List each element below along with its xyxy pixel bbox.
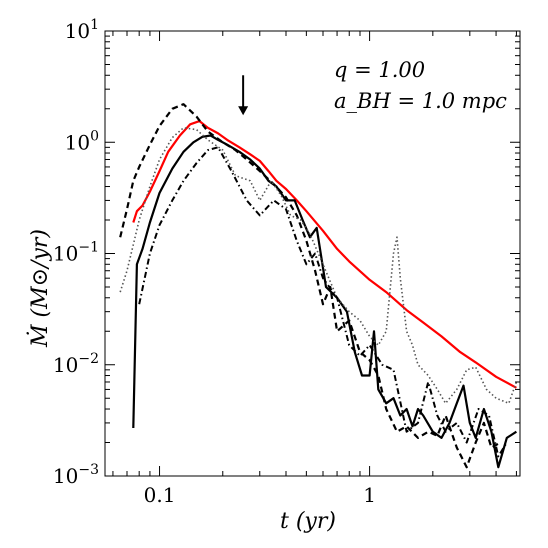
- series-line-solid-0: [132, 120, 517, 389]
- x-tick-label: 0.1: [144, 483, 176, 507]
- series-layer: [119, 103, 518, 469]
- y-tick-label: 101: [65, 17, 99, 43]
- y-tick-label: 100: [65, 128, 99, 154]
- down-arrow-icon: [238, 75, 249, 116]
- y-axis-label: Ṁ (M⊙/yr): [26, 229, 53, 348]
- y-tick-label: 10−1: [53, 240, 99, 266]
- x-tick-label: 1: [363, 483, 376, 507]
- series-line-dashdot-4: [138, 146, 508, 458]
- arrow-head: [238, 106, 249, 116]
- x-axis-label: t (yr): [280, 509, 336, 534]
- series-line-dotted-3: [119, 127, 518, 405]
- series-line-dashed-2: [119, 103, 502, 469]
- y-tick-label: 10−3: [53, 462, 99, 488]
- series-line-solid-1: [132, 134, 517, 469]
- ticks-layer: [105, 30, 520, 477]
- annotation-abh: a_BH = 1.0 mpc: [334, 89, 507, 113]
- annotation-q: q = 1.00: [334, 58, 425, 82]
- y-tick-label: 10−2: [53, 351, 99, 377]
- labels-layer: 0.1 1 10−3 10−2 10−1 100 101: [53, 17, 376, 507]
